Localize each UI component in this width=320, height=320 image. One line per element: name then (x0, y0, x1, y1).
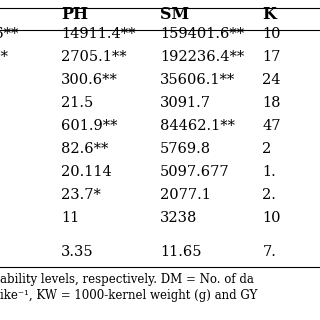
Text: 2077.1: 2077.1 (160, 188, 211, 202)
Text: K: K (262, 6, 276, 23)
Text: 23.7*: 23.7* (61, 188, 101, 202)
Text: 159401.6**: 159401.6** (160, 27, 244, 41)
Text: 3.35: 3.35 (61, 245, 93, 260)
Text: 84462.1**: 84462.1** (160, 119, 235, 133)
Text: 11: 11 (61, 211, 79, 225)
Text: ability levels, respectively. DM = No. of da: ability levels, respectively. DM = No. o… (0, 273, 254, 286)
Text: PH: PH (61, 6, 88, 23)
Text: 3238: 3238 (160, 211, 197, 225)
Text: 24: 24 (262, 73, 281, 87)
Text: 3091.7: 3091.7 (160, 96, 211, 110)
Text: 5769.8: 5769.8 (160, 142, 211, 156)
Text: 35606.1**: 35606.1** (160, 73, 235, 87)
Text: 300.6**: 300.6** (61, 73, 118, 87)
Text: SM: SM (160, 6, 189, 23)
Text: 82.6**: 82.6** (61, 142, 108, 156)
Text: 17: 17 (262, 50, 281, 64)
Text: ike⁻¹, KW = 1000-kernel weight (g) and GY: ike⁻¹, KW = 1000-kernel weight (g) and G… (0, 289, 257, 302)
Text: 2: 2 (262, 142, 272, 156)
Text: 14911.4**: 14911.4** (61, 27, 135, 41)
Text: 5.6**: 5.6** (0, 50, 9, 64)
Text: 2.: 2. (262, 188, 276, 202)
Text: 5097.677: 5097.677 (160, 165, 230, 179)
Text: 84.6**: 84.6** (0, 27, 19, 41)
Text: 10: 10 (262, 27, 281, 41)
Text: 192236.4**: 192236.4** (160, 50, 244, 64)
Text: 11.65: 11.65 (160, 245, 202, 260)
Text: 47: 47 (262, 119, 281, 133)
Text: 18: 18 (262, 96, 281, 110)
Text: 2705.1**: 2705.1** (61, 50, 126, 64)
Text: 21.5: 21.5 (61, 96, 93, 110)
Text: 7.: 7. (262, 245, 276, 260)
Text: 601.9**: 601.9** (61, 119, 117, 133)
Text: 1.: 1. (262, 165, 276, 179)
Text: 10: 10 (262, 211, 281, 225)
Text: 20.114: 20.114 (61, 165, 112, 179)
